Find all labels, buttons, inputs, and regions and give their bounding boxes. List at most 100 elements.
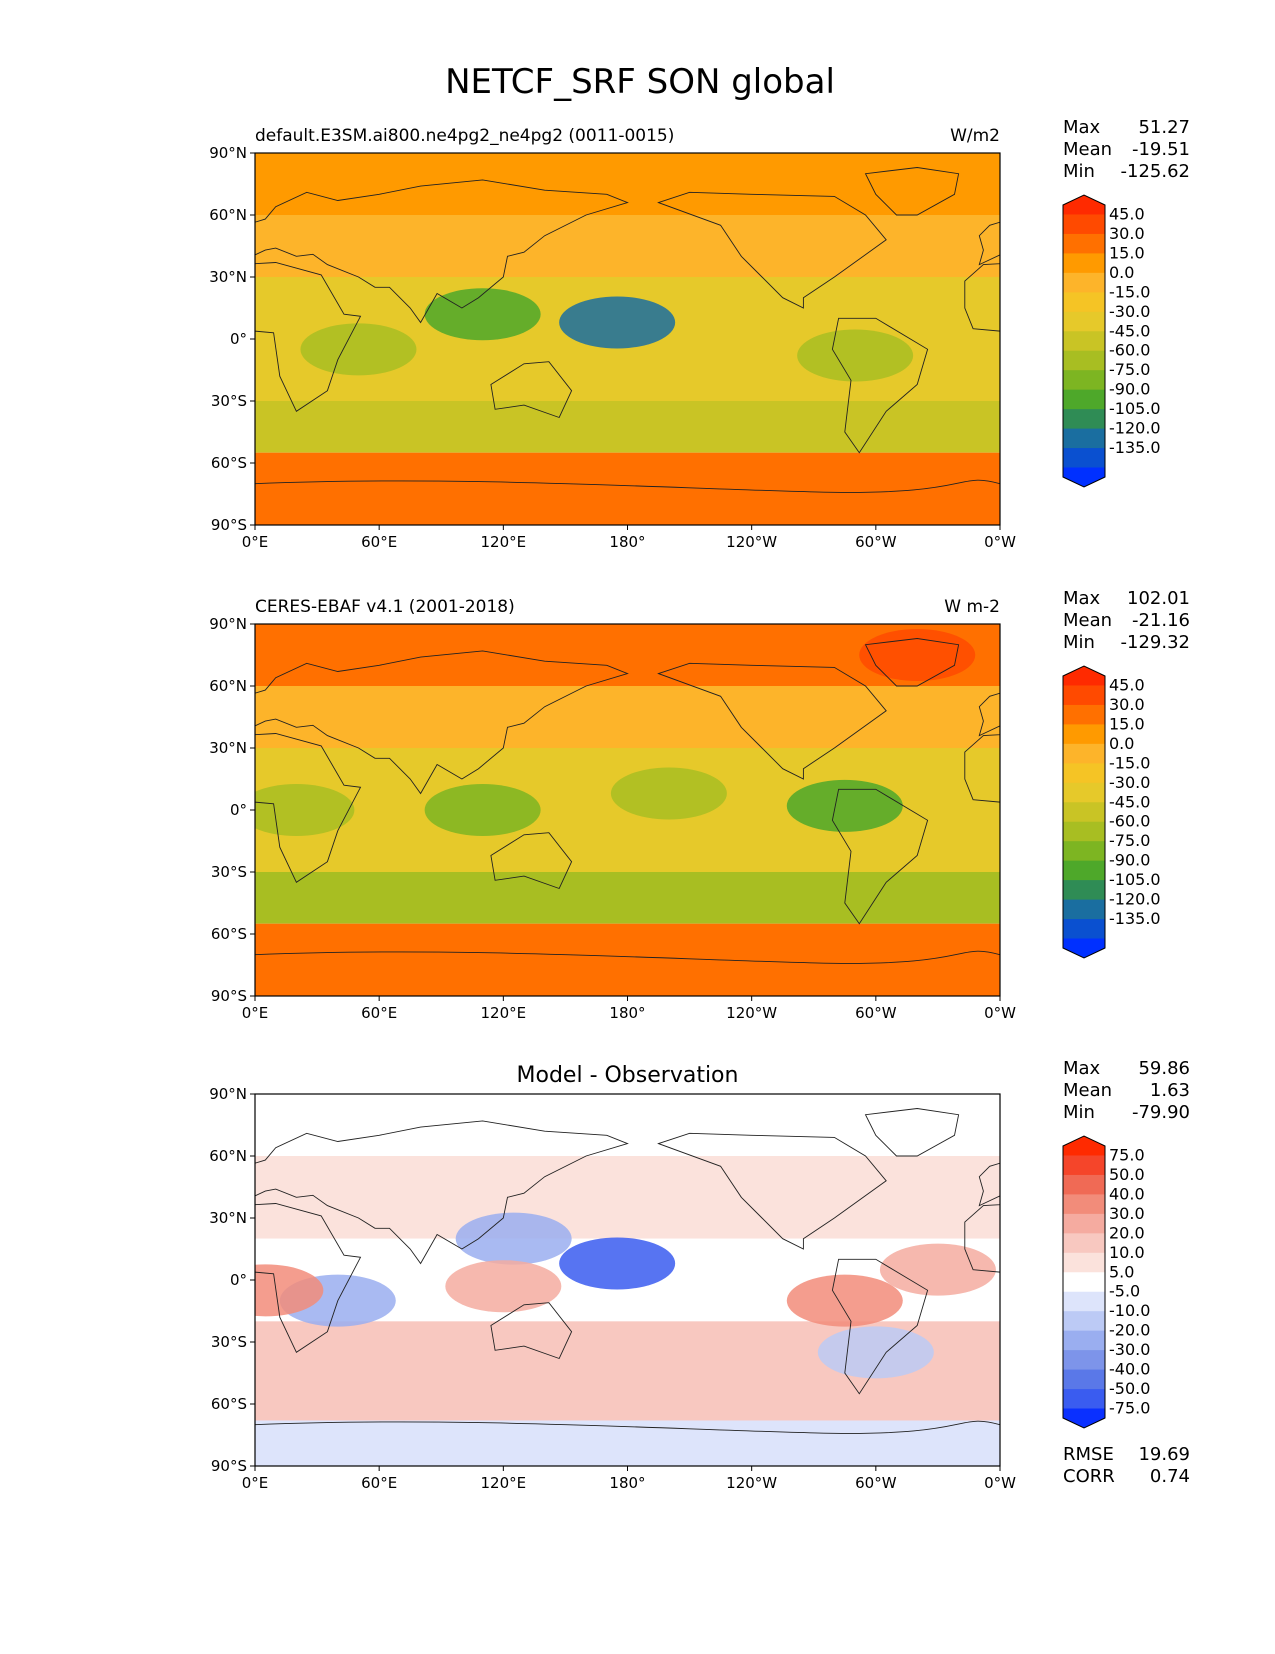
lat-tick-label: 60°S xyxy=(211,454,247,472)
colorbar-segment xyxy=(1063,860,1105,881)
colorbar-label: -30.0 xyxy=(1109,302,1150,321)
field-band-3 xyxy=(255,872,1000,924)
field-band-1 xyxy=(255,1156,1000,1239)
lon-tick-label: 120°E xyxy=(481,1004,527,1022)
colorbar-label: 10.0 xyxy=(1109,1243,1145,1262)
field-feature-1 xyxy=(424,288,541,341)
colorbar-extend-bottom xyxy=(1063,467,1105,487)
coastline-wrap-5 xyxy=(121,168,214,216)
stat-value-corr: 0.74 xyxy=(1150,1466,1190,1487)
coastline-wrap-1 xyxy=(255,733,362,883)
coastline-wrap-1 xyxy=(255,1203,362,1353)
map-field xyxy=(87,624,1000,996)
colorbar-label: -60.0 xyxy=(1109,341,1150,360)
colorbar-segment xyxy=(1063,292,1105,313)
stat-value-min: -129.32 xyxy=(1121,632,1190,653)
colorbar-label: 0.0 xyxy=(1109,263,1134,282)
colorbar-segment xyxy=(1063,919,1105,940)
colorbar-segment xyxy=(1063,802,1105,823)
colorbar-segment xyxy=(1063,763,1105,784)
lat-tick-label: 60°N xyxy=(209,677,247,695)
coastline-wrap-1 xyxy=(255,262,362,412)
map-field xyxy=(0,153,1000,525)
stat-value-min: -79.90 xyxy=(1132,1102,1190,1123)
stat-label-max: Max xyxy=(1063,117,1101,138)
coastline-4 xyxy=(831,788,929,925)
colorbar-segment xyxy=(1063,1233,1105,1254)
lon-tick-label: 0°W xyxy=(984,1004,1016,1022)
stat-label-max: Max xyxy=(1063,1058,1101,1079)
field-band-3 xyxy=(255,401,1000,453)
colorbar-segment xyxy=(1063,1389,1105,1410)
field-band-4 xyxy=(255,452,1000,525)
colorbar-extend-top xyxy=(1063,666,1105,686)
coastline-3 xyxy=(657,662,887,780)
lat-tick-label: 30°S xyxy=(211,392,247,410)
colorbar-segment xyxy=(1063,389,1105,410)
colorbar-label: -30.0 xyxy=(1109,773,1150,792)
colorbar-segment xyxy=(1063,1330,1105,1351)
lat-tick-label: 90°N xyxy=(209,1085,247,1103)
colorbar-extend-bottom xyxy=(1063,938,1105,958)
colorbar-extend-top xyxy=(1063,195,1105,215)
stat-value-max: 51.27 xyxy=(1138,117,1190,138)
colorbar-segment xyxy=(1063,1155,1105,1176)
colorbar-segment xyxy=(1063,880,1105,901)
colorbar-label: -90.0 xyxy=(1109,851,1150,870)
lon-tick-label: 0°W xyxy=(984,533,1016,551)
coastline-1 xyxy=(964,1204,1000,1273)
lat-tick-label: 60°S xyxy=(211,1395,247,1413)
colorbar-label: -105.0 xyxy=(1109,870,1161,889)
colorbar-label: 20.0 xyxy=(1109,1223,1145,1242)
lat-tick-label: 0° xyxy=(230,1271,247,1289)
panel-title-left: CERES-EBAF v4.1 (2001-2018) xyxy=(255,597,515,617)
colorbar-label: -20.0 xyxy=(1109,1321,1150,1340)
coastline-wrap-4 xyxy=(87,789,182,923)
stat-value-mean: -19.51 xyxy=(1132,139,1190,160)
panel-units: W m-2 xyxy=(944,597,1000,617)
coastline-2 xyxy=(490,832,573,890)
colorbar-segment xyxy=(1063,428,1105,449)
field-band-1 xyxy=(255,215,1000,277)
colorbar-label: -90.0 xyxy=(1109,380,1150,399)
colorbar: 45.030.015.00.0-15.0-30.0-45.0-60.0-75.0… xyxy=(1062,665,1161,959)
colorbar-segment xyxy=(1063,448,1105,469)
colorbar-outline xyxy=(1062,665,1106,959)
field-band-1 xyxy=(255,686,1000,748)
colorbar-segment xyxy=(1063,1369,1105,1390)
coastline-wrap-0 xyxy=(255,179,629,324)
colorbar-segment xyxy=(1063,1311,1105,1332)
field-feature-2 xyxy=(786,779,903,832)
field-feature-6 xyxy=(879,1243,996,1296)
colorbar-segment xyxy=(1063,331,1105,352)
colorbar-label: -135.0 xyxy=(1109,909,1161,928)
lon-tick-label: 0°E xyxy=(242,533,269,551)
lat-tick-label: 90°N xyxy=(209,144,247,162)
colorbar-segment xyxy=(1063,1194,1105,1215)
panel-units: W/m2 xyxy=(950,126,1000,146)
lon-tick-label: 120°E xyxy=(481,533,527,551)
field-feature-3 xyxy=(255,784,355,836)
lat-tick-label: 0° xyxy=(230,801,247,819)
lat-tick-label: 90°S xyxy=(211,1457,247,1475)
colorbar-segment xyxy=(1063,1291,1105,1312)
coastline-3 xyxy=(657,1132,887,1250)
colorbar-label: 5.0 xyxy=(1109,1262,1134,1281)
coastline-wrap-4 xyxy=(87,318,182,452)
coastline-wrap-5 xyxy=(121,1109,214,1157)
colorbar-label: 45.0 xyxy=(1109,204,1145,223)
colorbar-segment xyxy=(1063,743,1105,764)
stat-label-min: Min xyxy=(1063,1102,1095,1123)
coastline-wrap-3 xyxy=(0,192,141,308)
coastline-5 xyxy=(864,1108,960,1157)
lat-tick-label: 90°S xyxy=(211,987,247,1005)
lon-tick-label: 60°E xyxy=(361,1004,397,1022)
stat-label-corr: CORR xyxy=(1063,1466,1115,1487)
colorbar: 75.050.040.030.020.010.05.0-5.0-10.0-20.… xyxy=(1062,1135,1150,1429)
lon-tick-label: 120°W xyxy=(726,533,777,551)
coastline-1 xyxy=(964,734,1000,803)
panel-1: 90°N 60°N 30°N 0° 30°S 60°S 90°S0°E 60°E 120°E 18… xyxy=(0,117,1190,551)
coastline-wrap-0 xyxy=(255,1120,629,1265)
colorbar-label: -30.0 xyxy=(1109,1340,1150,1359)
